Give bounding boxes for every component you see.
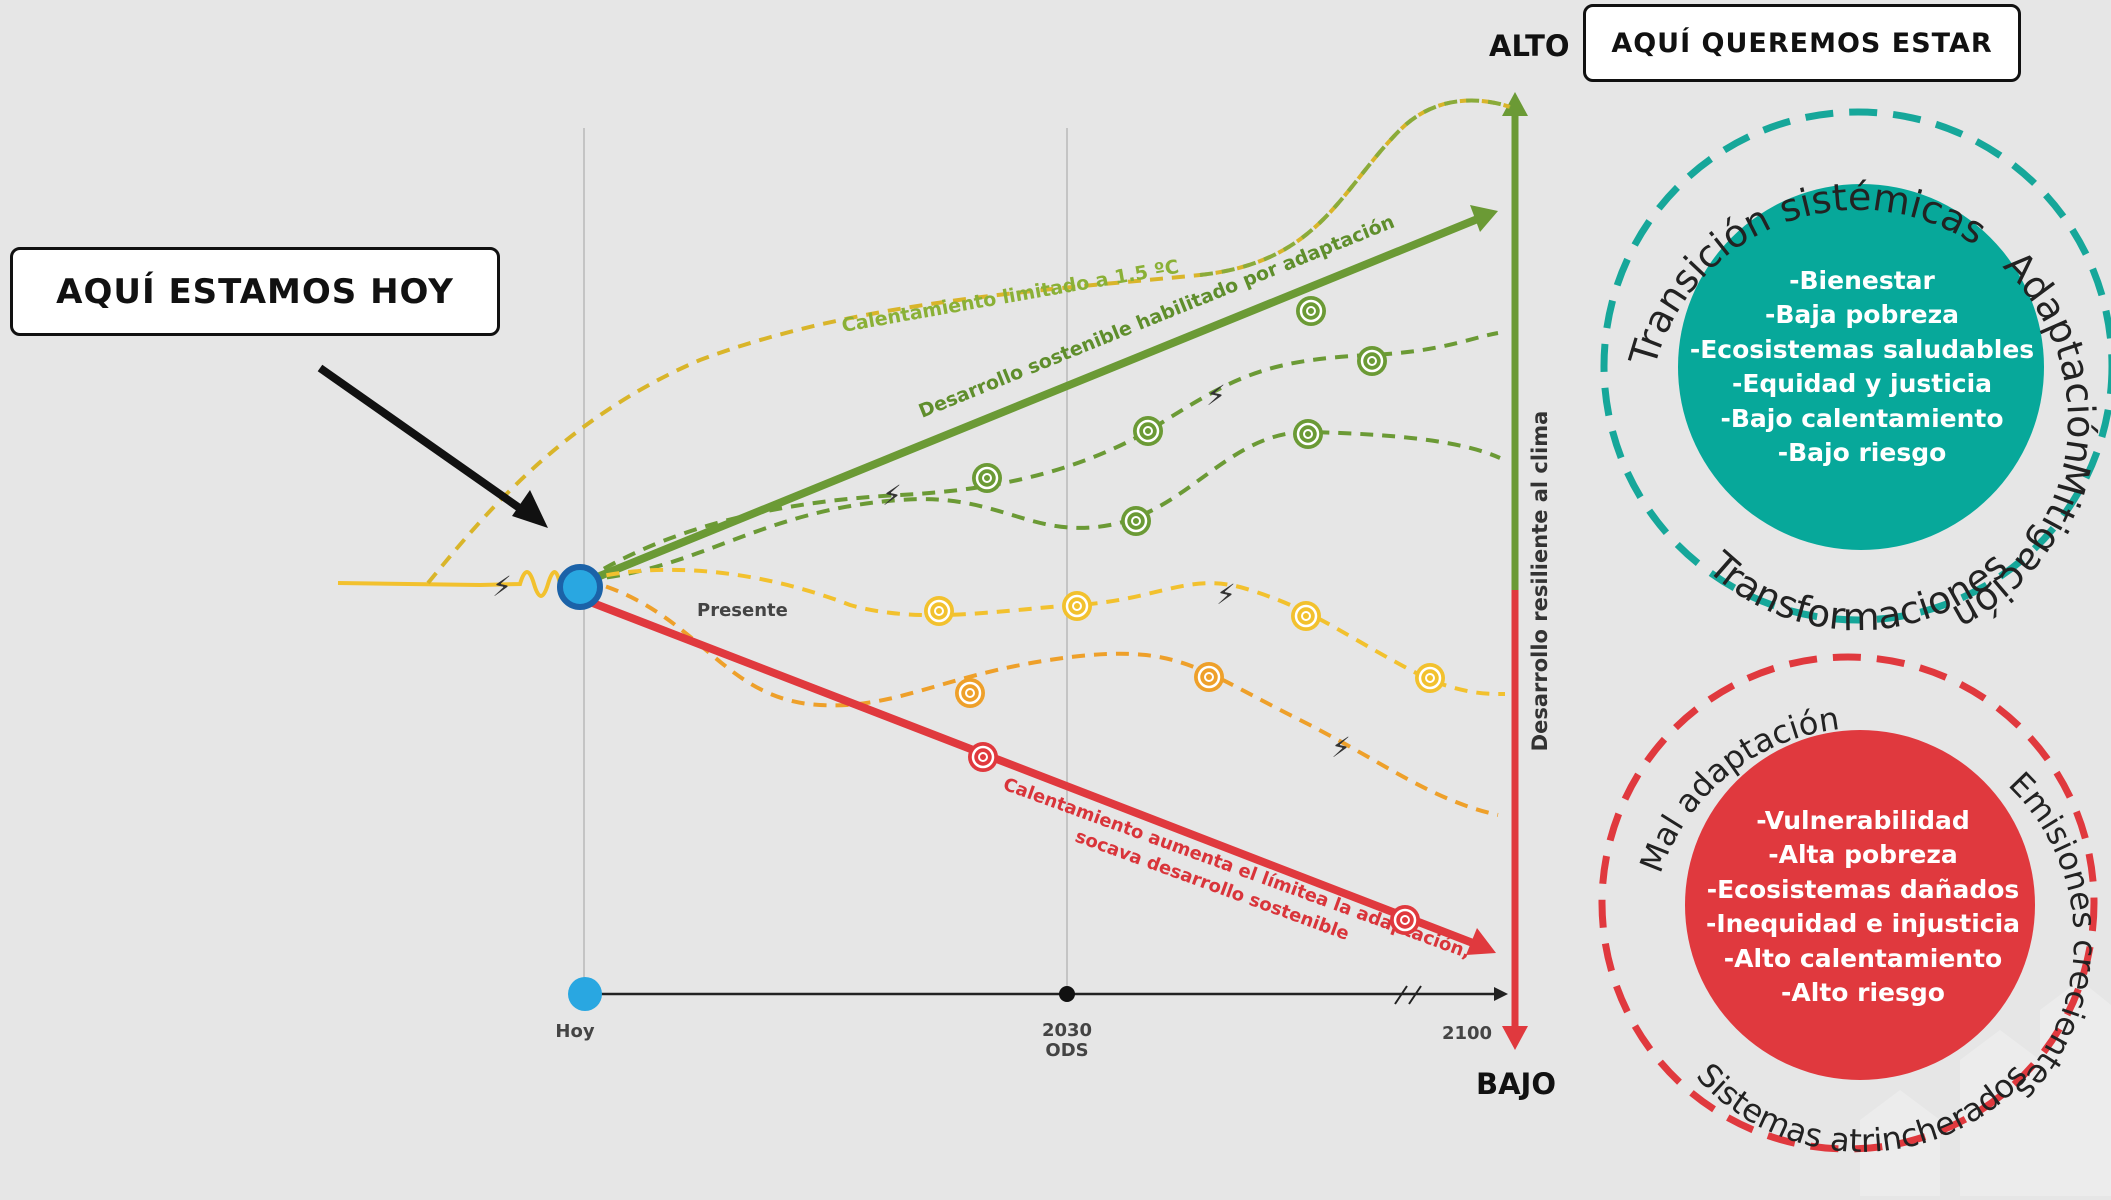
axis-vertical-label: Desarrollo resiliente al clima bbox=[1528, 411, 1552, 752]
lightning-icon: ⚡ bbox=[1206, 379, 1226, 412]
gear-icon bbox=[1291, 601, 1321, 631]
history-line bbox=[337, 570, 562, 598]
resilience-axis bbox=[1502, 92, 1528, 1050]
gear-icon bbox=[1121, 506, 1151, 536]
limited-warming-path bbox=[426, 98, 1511, 585]
list-item: -Ecosistemas saludables bbox=[1689, 334, 2035, 364]
good-circle-core bbox=[1678, 184, 2044, 550]
goal-callout: AQUÍ QUEREMOS ESTAR bbox=[1583, 4, 2021, 82]
good-outcomes-list: -Bienestar -Baja pobreza -Ecosistemas sa… bbox=[1677, 192, 2047, 542]
gear-icon bbox=[1194, 662, 1224, 692]
green-branch-lower bbox=[584, 429, 1501, 582]
gear-icon bbox=[1357, 346, 1387, 376]
timeline-axis bbox=[568, 977, 1508, 1011]
lightning-icon: ⚡ bbox=[492, 570, 512, 603]
tick-label-2030: 2030 bbox=[1042, 1020, 1092, 1041]
lightning-icon: ⚡ bbox=[1331, 731, 1351, 764]
timeline-2030-dot bbox=[1059, 986, 1075, 1002]
today-callout: AQUÍ ESTAMOS HOY bbox=[10, 247, 500, 336]
list-item: -Alto calentamiento bbox=[1723, 943, 2003, 973]
list-item: -Baja pobreza bbox=[1764, 300, 1960, 329]
list-item: -Bienestar bbox=[1789, 265, 1935, 295]
gear-icon bbox=[1296, 296, 1326, 326]
yellow-branch bbox=[584, 567, 1506, 697]
tick-label-2100: 2100 bbox=[1442, 1023, 1492, 1044]
tick-sublabel-2030: ODS bbox=[1045, 1040, 1088, 1061]
present-node bbox=[557, 564, 603, 610]
gear-icon bbox=[955, 678, 985, 708]
adaptation-arrow bbox=[583, 214, 1482, 586]
green-branch-upper bbox=[583, 331, 1499, 582]
gear-icon bbox=[924, 596, 954, 626]
warming-arrow bbox=[583, 596, 1480, 949]
gear-icon bbox=[1293, 419, 1323, 449]
tick-label-today: Hoy bbox=[555, 1021, 594, 1042]
list-item: -Alta pobreza bbox=[1768, 840, 1958, 869]
adaptation-label: Desarrollo sostenible habilitado por ada… bbox=[916, 211, 1398, 423]
gear-icon bbox=[1062, 591, 1092, 621]
warming-label-line1: Calentamiento aumenta el límitea la adap… bbox=[1000, 774, 1473, 963]
list-item: -Inequidad e injusticia bbox=[1705, 909, 2021, 938]
bad-outcomes-list: -Vulnerabilidad -Alta pobreza -Ecosistem… bbox=[1698, 732, 2028, 1082]
bad-circle-ring bbox=[1598, 653, 2098, 1153]
lightning-icon: ⚡ bbox=[882, 479, 902, 512]
timeline-today-dot bbox=[568, 977, 602, 1011]
list-item: -Equidad y justicia bbox=[1731, 369, 1993, 398]
gear-icon bbox=[1133, 416, 1163, 446]
gear-icon bbox=[1415, 663, 1445, 693]
lightning-icon: ⚡ bbox=[1216, 578, 1236, 611]
list-item: -Vulnerabilidad bbox=[1756, 805, 1970, 835]
list-item: -Bajo riesgo bbox=[1777, 438, 1947, 467]
axis-bottom-label: BAJO bbox=[1476, 1067, 1556, 1101]
gear-icon bbox=[968, 742, 998, 772]
axis-arrow-down bbox=[1502, 1026, 1528, 1050]
present-label: Presente bbox=[697, 600, 788, 621]
good-circle-ring bbox=[1600, 108, 2111, 624]
gear-icon bbox=[972, 463, 1002, 493]
list-item: -Bajo calentamiento bbox=[1720, 403, 2004, 433]
callout-arrow bbox=[317, 364, 531, 518]
gear-icon bbox=[1390, 905, 1420, 935]
axis-arrow-up bbox=[1502, 92, 1528, 116]
list-item: -Alto riesgo bbox=[1781, 978, 1945, 1007]
list-item: -Ecosistemas dañados bbox=[1706, 874, 2020, 904]
axis-top-label: ALTO bbox=[1489, 29, 1570, 63]
bad-circle-core bbox=[1685, 730, 2035, 1080]
orange-branch bbox=[584, 578, 1499, 817]
